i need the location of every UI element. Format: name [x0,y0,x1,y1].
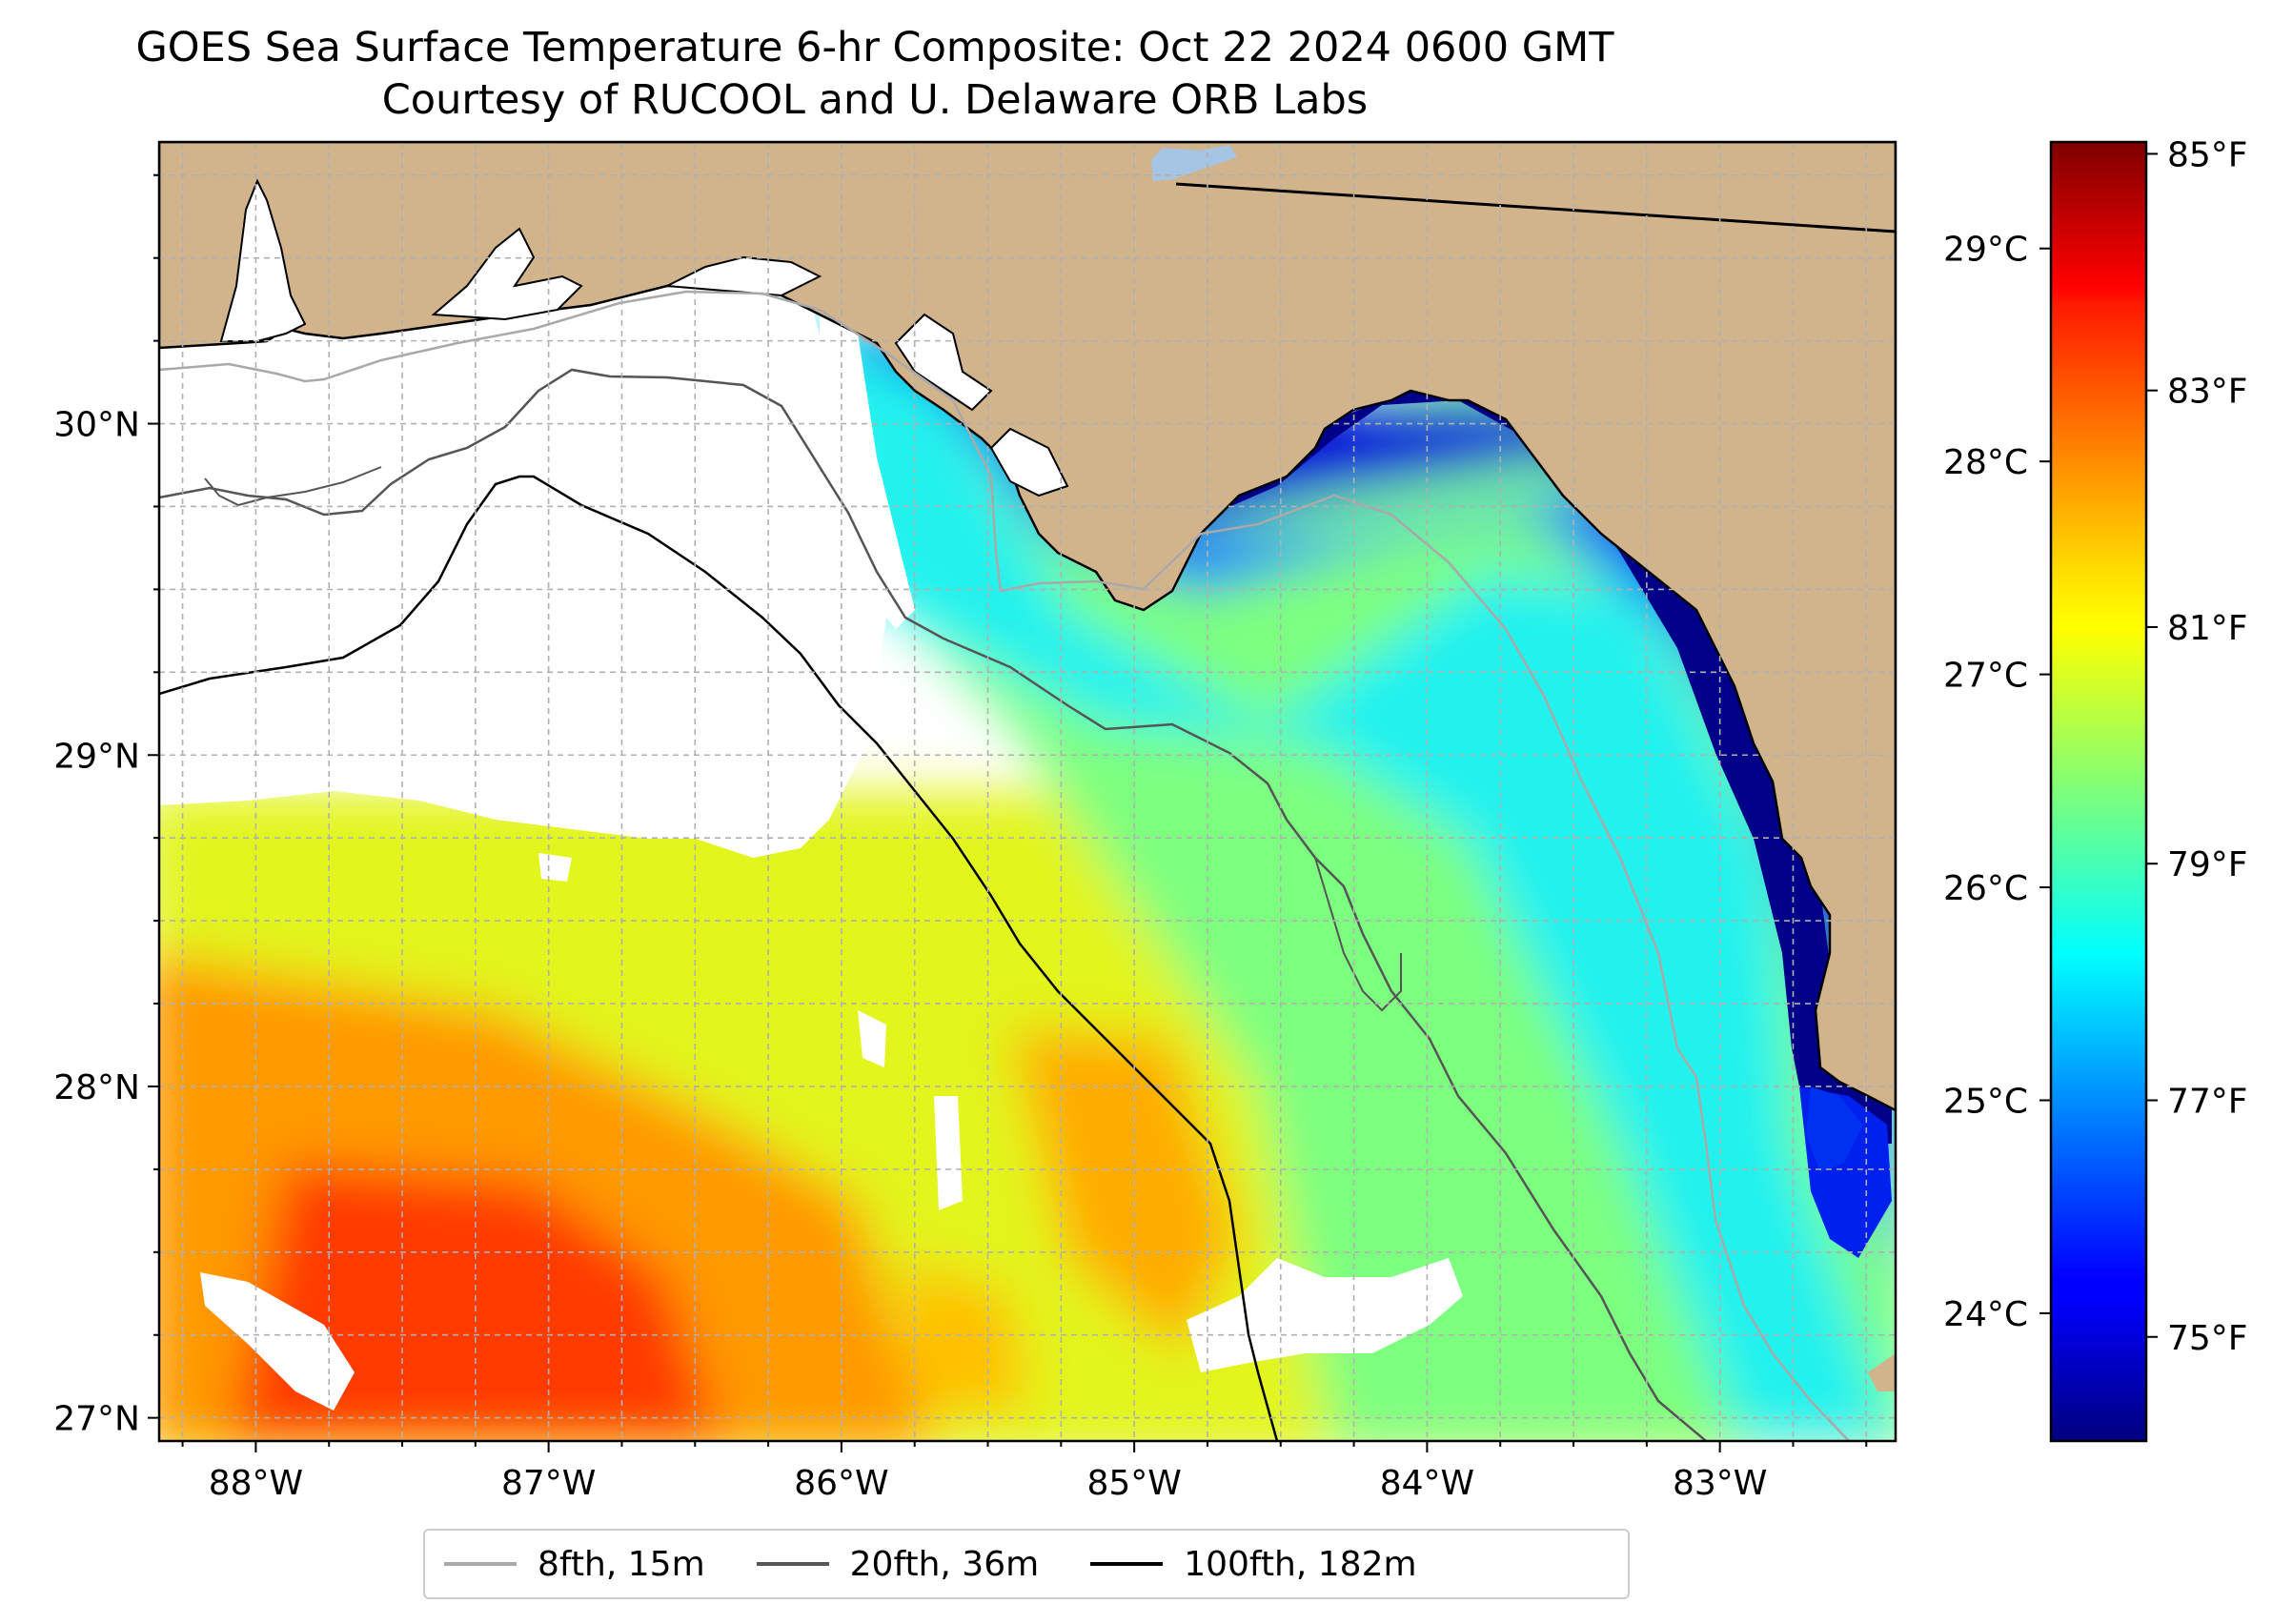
fahrenheit-tick-label: 75°F [2167,1319,2248,1358]
celsius-tick-label: 28°C [1943,443,2028,482]
fahrenheit-tick-label: 83°F [2167,373,2248,412]
lon-tick-label: 88°W [209,1464,303,1503]
legend-item: 100fth, 182m [1090,1544,1417,1584]
fahrenheit-tick-label: 77°F [2167,1082,2248,1121]
fahrenheit-tick-label: 79°F [2167,845,2248,884]
celsius-tick-label: 29°C [1943,231,2028,270]
figure-title: GOES Sea Surface Temperature 6-hr Compos… [135,24,1614,71]
lat-tick-label: 28°N [53,1068,140,1107]
celsius-tick-label: 24°C [1943,1295,2028,1334]
legend-item: 8fth, 15m [444,1545,705,1584]
lon-tick-label: 84°W [1380,1464,1474,1503]
map-axis-ticks: 88°W 87°W 86°W 85°W 84°W 83°W 27°N 28°N 29°N 30°N [53,173,1868,1503]
colorbar: 24°C 25°C 26°C 27°C 28°C 29°C 75°F 77°F 79°F 81°F… [1943,135,2248,1443]
legend-line-swatch [1090,1562,1164,1566]
lon-tick-label: 85°W [1086,1464,1181,1503]
colorbar-ticks: 24°C 25°C 26°C 27°C 28°C 29°C 75°F 77°F 79°F 81°F… [1943,135,2247,1357]
figure-subtitle: Courtesy of RUCOOL and U. Delaware ORB L… [381,76,1369,124]
fahrenheit-tick-label: 81°F [2167,609,2248,648]
fahrenheit-tick-label: 85°F [2167,135,2248,174]
celsius-tick-label: 27°C [1943,657,2028,696]
legend-item: 20fth, 36m [756,1544,1040,1584]
map-frame [157,140,1897,1443]
pensacola-bay [431,227,583,321]
isobath-8fth [159,290,1850,1441]
lon-tick-label: 87°W [501,1464,596,1503]
lon-tick-label: 86°W [794,1464,888,1503]
colorbar-gradient [2049,140,2148,1443]
sst-map[interactable] [143,142,1916,1458]
lon-tick-label: 83°W [1673,1464,1767,1503]
land-panhandle [159,142,1896,1112]
shoal-outline-west [204,466,382,507]
state-border [1175,182,1896,233]
celsius-tick-label: 25°C [1943,1082,2028,1121]
st-andrews-bay [894,313,993,412]
isobath-20fth [159,368,1707,1441]
choctaw-bay [663,255,822,297]
shoal-outline [1314,857,1402,1012]
legend-label: 20fth, 36m [849,1544,1040,1584]
legend-line-swatch [444,1562,517,1566]
isobath-100fth [159,475,1279,1441]
land-peninsula-tip [1868,1353,1896,1391]
celsius-tick-label: 26°C [1943,869,2028,908]
lat-tick-label: 30°N [53,406,140,445]
lat-tick-label: 29°N [53,737,140,776]
isobath-legend: 8fth, 15m 20fth, 36m 100fth, 182m [423,1529,1630,1599]
legend-label: 8fth, 15m [538,1544,705,1584]
tampa-bay [1806,1086,1863,1172]
map-gridlines [159,142,1896,1441]
lake-seminole [1151,145,1237,181]
apalachicola-bay [989,427,1069,497]
mobile-bay [219,178,307,342]
legend-label: 100fth, 182m [1184,1544,1417,1584]
lat-tick-label: 27°N [53,1400,140,1439]
legend-line-swatch [756,1562,829,1566]
